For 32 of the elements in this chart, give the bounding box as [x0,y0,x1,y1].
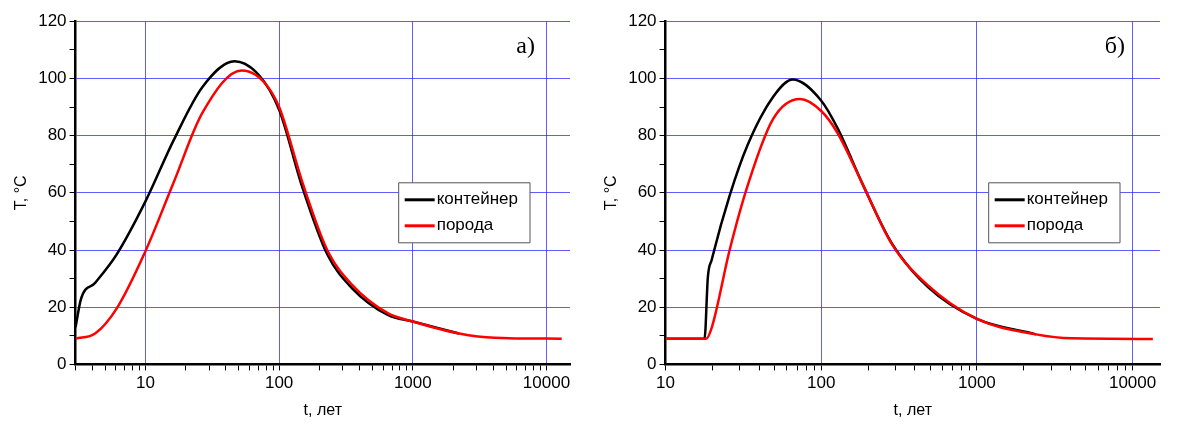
legend-label: контейнер [436,189,519,209]
x-tick-label: 100 [807,373,836,393]
legend-label: контейнер [1026,189,1109,209]
annotation: а) [516,32,535,59]
y-tick-label: 120 [38,10,67,30]
y-tick-label: 100 [38,68,67,88]
legend-label: порода [436,215,494,235]
x-tick-label: 10000 [1108,373,1157,393]
x-axis-title: t, лет [303,400,343,418]
x-axis-title: t, лет [893,400,933,418]
x-tick-label: 10000 [522,373,571,393]
y-tick-label: 0 [647,354,657,374]
y-tick-label: 20 [637,296,657,316]
x-tick-label: 10 [136,373,155,393]
y-tick-label: 40 [637,239,657,259]
x-tick-label: 10 [656,373,676,393]
x-tick-label: 100 [264,373,294,393]
y-tick-label: 120 [628,10,657,30]
x-tick-label: 1000 [958,373,996,393]
y-tick-label: 20 [47,296,67,316]
annotation: б) [1104,32,1125,59]
y-axis-title: T, °C [602,175,620,211]
y-tick-label: 0 [57,354,67,374]
y-tick-label: 60 [637,182,657,202]
y-tick-label: 60 [47,182,67,202]
y-tick-label: 80 [637,125,657,145]
y-axis-title: T, °C [12,175,30,211]
y-tick-label: 80 [47,125,67,145]
y-tick-label: 40 [47,239,67,259]
legend-label: порода [1026,215,1084,235]
y-tick-label: 100 [628,68,657,88]
x-tick-label: 1000 [393,373,432,393]
